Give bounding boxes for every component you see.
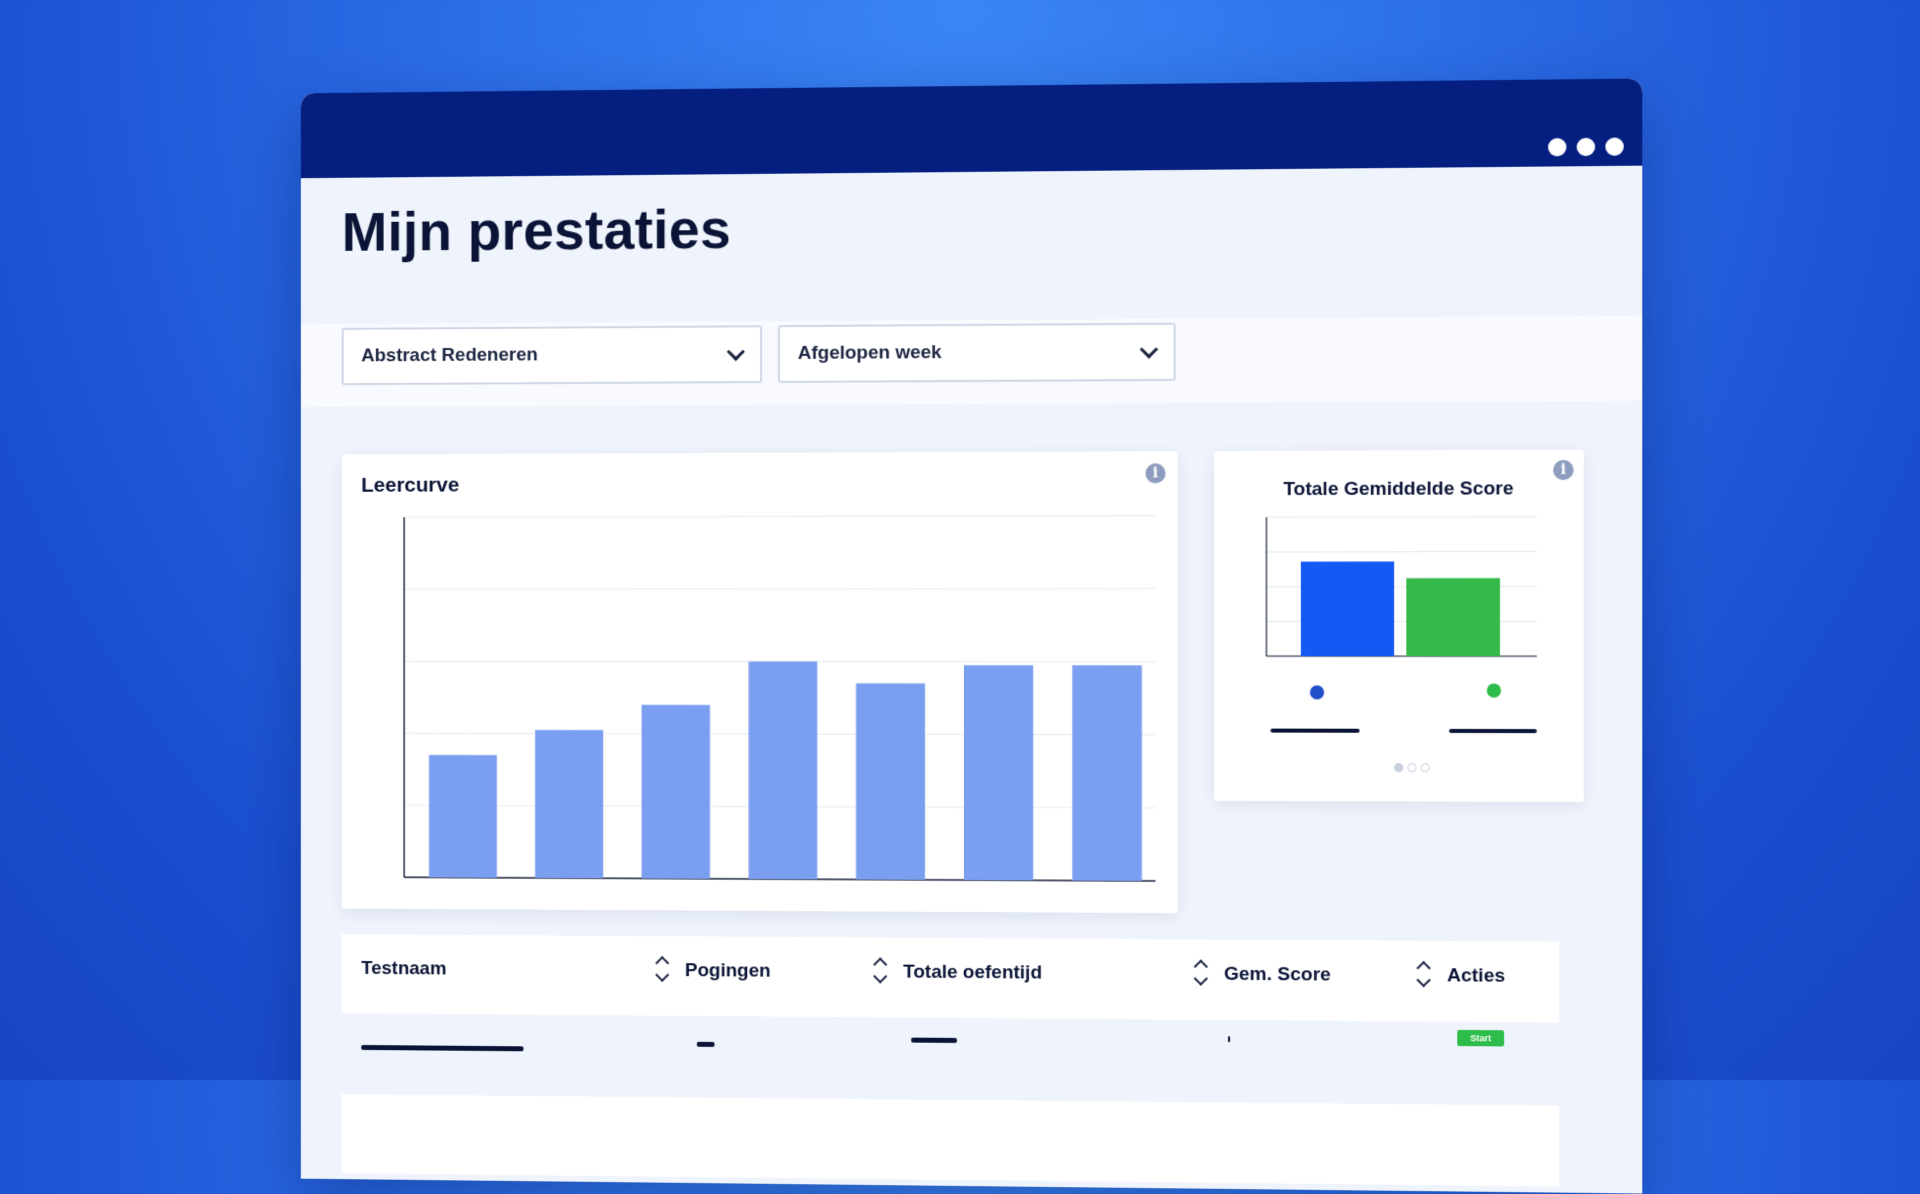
column-header-acties: Acties: [1447, 965, 1505, 988]
window-dot-2[interactable]: [1577, 138, 1595, 156]
window-dot-3[interactable]: [1605, 137, 1623, 155]
window-dot-1[interactable]: [1548, 138, 1566, 156]
chart-bar: [1406, 578, 1500, 656]
sort-icon[interactable]: [655, 954, 669, 984]
period-select-value: Afgelopen week: [798, 342, 942, 365]
chart-bar: [1301, 562, 1394, 657]
period-select[interactable]: Afgelopen week: [778, 323, 1176, 383]
learning-curve-chart: [342, 451, 1178, 913]
legend-marker: [1487, 683, 1501, 697]
pogingen-placeholder: [697, 1042, 715, 1047]
chevron-down-icon: [1140, 340, 1158, 358]
table-row: Start: [342, 1015, 1560, 1105]
sort-icon[interactable]: [1194, 957, 1208, 987]
chart-bar: [856, 683, 925, 879]
gridline: [404, 589, 1155, 590]
pagination-dot-1[interactable]: [1394, 763, 1403, 772]
column-header-testnaam[interactable]: Testnaam: [361, 958, 446, 980]
chart-bar: [964, 665, 1033, 880]
page-title: Mijn prestaties: [342, 196, 731, 264]
testnaam-placeholder: [361, 1045, 523, 1051]
gem-score-placeholder: [1228, 1036, 1230, 1042]
column-header-pogingen[interactable]: Pogingen: [685, 960, 771, 982]
learning-curve-card: Leercurve i: [342, 451, 1178, 913]
gridline: [1266, 517, 1536, 518]
test-type-select-value: Abstract Redeneren: [361, 345, 538, 368]
app-window: Mijn prestaties Abstract Redeneren Afgel…: [301, 78, 1642, 1193]
average-score-card: Totale Gemiddelde Score i: [1214, 450, 1584, 802]
title-bar: [301, 78, 1642, 178]
results-table-header: Testnaam Pogingen Totale oefentijd Gem. …: [342, 934, 1560, 1022]
chart-bar: [1072, 665, 1142, 881]
column-header-oefentijd[interactable]: Totale oefentijd: [903, 962, 1042, 985]
oefentijd-placeholder: [911, 1038, 957, 1043]
legend-marker: [1310, 685, 1324, 699]
sort-icon[interactable]: [1416, 959, 1430, 989]
window-controls: [1548, 137, 1624, 156]
test-type-select[interactable]: Abstract Redeneren: [342, 325, 762, 385]
chart-bar: [642, 705, 710, 879]
pagination-dot-2[interactable]: [1407, 763, 1416, 772]
gridline: [404, 516, 1155, 518]
start-button[interactable]: Start: [1457, 1030, 1504, 1047]
chevron-down-icon: [727, 342, 745, 360]
chart-bar: [535, 730, 603, 878]
pagination-dot-3[interactable]: [1421, 763, 1430, 772]
sort-icon[interactable]: [873, 955, 887, 985]
legend-label-placeholder-1: [1270, 729, 1359, 733]
average-score-chart: [1214, 450, 1584, 802]
legend-label-placeholder-2: [1449, 729, 1537, 733]
carousel-pagination: [1394, 763, 1430, 772]
chart-bar: [749, 661, 818, 879]
column-header-gem-score[interactable]: Gem. Score: [1224, 964, 1331, 987]
chart-bar: [429, 755, 497, 878]
table-row: [342, 1094, 1560, 1186]
